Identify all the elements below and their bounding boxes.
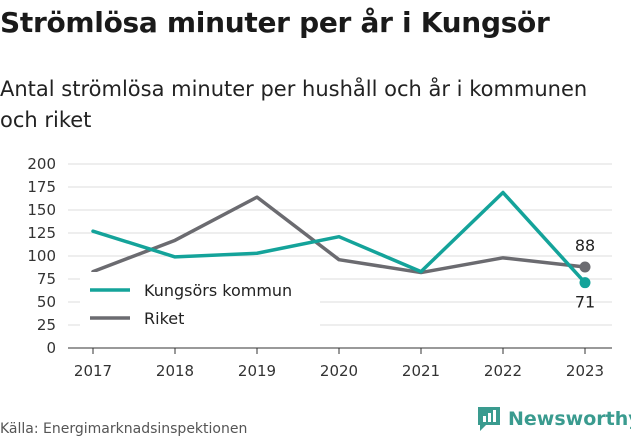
y-tick-label: 50	[37, 293, 56, 311]
y-tick-label: 0	[46, 339, 56, 357]
y-tick-label: 100	[27, 247, 56, 265]
end-label-kommun: 71	[575, 293, 595, 312]
brand-name: Newsworthy	[508, 408, 631, 430]
newsworthy-icon	[478, 407, 500, 431]
y-tick-label: 175	[27, 178, 56, 196]
y-tick-label: 150	[27, 201, 56, 219]
x-axis: 2017 2018 2019 2020 2021 2022 2023	[74, 348, 604, 380]
y-tick-label: 125	[27, 224, 56, 242]
end-marker-riket	[579, 261, 591, 273]
legend: Kungsörs kommun Riket	[80, 272, 320, 332]
x-tick-label: 2022	[484, 362, 522, 380]
x-tick-label: 2021	[402, 362, 440, 380]
end-markers: 88 71	[575, 236, 595, 312]
y-tick-label: 25	[37, 316, 56, 334]
y-tick-label: 75	[37, 270, 56, 288]
chart-title: Strömlösa minuter per år i Kungsör	[0, 6, 550, 39]
x-tick-label: 2023	[566, 362, 604, 380]
legend-label: Kungsörs kommun	[144, 281, 292, 300]
brand-logo: Newsworthy	[476, 405, 631, 433]
y-axis: 0 25 50 75 100 125 150 175 200	[27, 155, 56, 357]
x-tick-label: 2019	[238, 362, 276, 380]
legend-label: Riket	[144, 309, 184, 328]
x-tick-label: 2018	[156, 362, 194, 380]
legend-background	[80, 272, 320, 332]
series-line-kommun	[91, 190, 587, 285]
chart-subtitle: Antal strömlösa minuter per hushåll och …	[0, 77, 588, 132]
source-note: Källa: Energimarknadsinspektionen	[0, 421, 248, 437]
series-line-riket	[91, 195, 587, 275]
end-marker-kommun	[579, 277, 591, 289]
series-lines	[91, 190, 587, 285]
x-tick-label: 2017	[74, 362, 112, 380]
end-label-riket: 88	[575, 236, 595, 255]
x-tick-label: 2020	[320, 362, 358, 380]
y-tick-label: 200	[27, 155, 56, 173]
